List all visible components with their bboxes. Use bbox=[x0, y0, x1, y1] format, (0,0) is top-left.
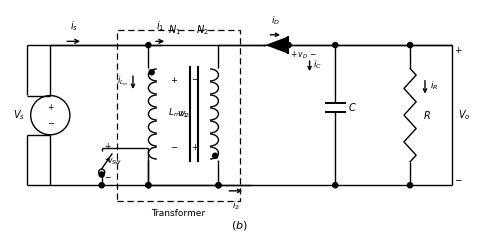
Text: $i_D$: $i_D$ bbox=[271, 15, 280, 27]
Text: −: − bbox=[191, 76, 198, 85]
Text: $v_{SW}$: $v_{SW}$ bbox=[107, 157, 123, 167]
Text: $L_m$: $L_m$ bbox=[168, 107, 181, 119]
Text: $R$: $R$ bbox=[423, 109, 431, 121]
Circle shape bbox=[146, 183, 151, 188]
Text: −: − bbox=[171, 143, 178, 152]
Circle shape bbox=[99, 172, 104, 177]
Circle shape bbox=[213, 153, 218, 158]
Text: $N_1$: $N_1$ bbox=[168, 23, 181, 37]
Text: +: + bbox=[191, 143, 198, 152]
Text: $C$: $C$ bbox=[348, 101, 357, 113]
Text: $v_2$: $v_2$ bbox=[179, 110, 190, 120]
Text: $V_s$: $V_s$ bbox=[12, 108, 24, 122]
Text: Transformer: Transformer bbox=[151, 209, 205, 218]
Circle shape bbox=[149, 70, 154, 75]
Text: $i_R$: $i_R$ bbox=[430, 79, 438, 92]
Circle shape bbox=[99, 183, 104, 188]
Text: $i_C$: $i_C$ bbox=[313, 59, 322, 71]
Text: +: + bbox=[455, 46, 462, 55]
Circle shape bbox=[286, 43, 291, 48]
Text: $i_2$: $i_2$ bbox=[232, 199, 240, 212]
Text: $i_s$: $i_s$ bbox=[69, 20, 78, 33]
Text: $i_1$: $i_1$ bbox=[156, 20, 164, 33]
Circle shape bbox=[408, 183, 412, 188]
Circle shape bbox=[146, 183, 151, 188]
Text: +: + bbox=[47, 103, 54, 112]
Bar bbox=[117, 30, 240, 201]
Text: +: + bbox=[171, 76, 178, 85]
Circle shape bbox=[333, 43, 338, 48]
Text: −: − bbox=[104, 174, 110, 183]
Circle shape bbox=[333, 183, 338, 188]
Text: −: − bbox=[47, 119, 54, 128]
Text: $v_1$: $v_1$ bbox=[177, 110, 188, 120]
Text: $V_o$: $V_o$ bbox=[458, 108, 470, 122]
Text: +: + bbox=[104, 142, 110, 151]
Text: $i_{L_m}$: $i_{L_m}$ bbox=[117, 74, 128, 88]
Circle shape bbox=[216, 183, 221, 188]
Text: $+\,v_D\,-$: $+\,v_D\,-$ bbox=[290, 50, 317, 61]
Polygon shape bbox=[265, 37, 287, 54]
Circle shape bbox=[408, 43, 412, 48]
Text: −: − bbox=[455, 175, 462, 184]
Text: $N_2$: $N_2$ bbox=[196, 23, 208, 37]
Text: $(b)$: $(b)$ bbox=[231, 219, 248, 232]
Circle shape bbox=[146, 43, 151, 48]
Circle shape bbox=[216, 183, 221, 188]
